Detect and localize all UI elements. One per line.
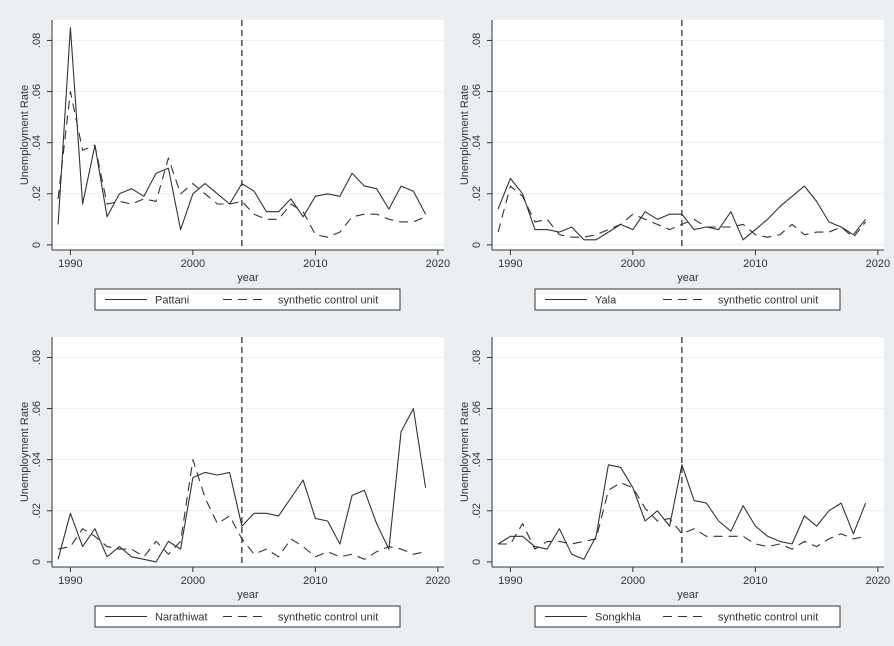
- chart-panel-4: 0 .02 .04 .06 .08 1990 2000 2010 2020 year Unemplo…: [459, 337, 890, 628]
- y-tick-label: .08: [471, 350, 483, 365]
- y-axis-title: Unemployment Rate: [459, 85, 471, 185]
- y-tick-label: .04: [471, 135, 483, 150]
- x-axis-title: year: [237, 272, 259, 284]
- x-tick-label: 1990: [498, 258, 522, 270]
- y-tick-label: .08: [31, 33, 43, 48]
- y-tick-label: .06: [471, 401, 483, 416]
- plot-area: [492, 20, 884, 250]
- y-tick-label: .04: [31, 135, 43, 150]
- y-tick-label: .08: [31, 350, 43, 365]
- legend-label: synthetic control unit: [718, 295, 818, 307]
- series-line-province: [57, 27, 427, 231]
- x-tick-label: 2000: [621, 575, 645, 587]
- legend: Pattani synthetic control unit: [94, 288, 401, 311]
- x-tick-label: 2010: [743, 575, 767, 587]
- chart-panel-1: 0 .02 .04 .06 .08 1990 2000 2010 2020 year Unemplo…: [19, 20, 450, 311]
- series-line-province: [497, 177, 867, 241]
- y-tick-label: 0: [471, 559, 483, 565]
- series-line-province: [57, 408, 427, 563]
- legend-label: Songkhla: [595, 612, 642, 624]
- y-tick-label: .08: [471, 33, 483, 48]
- legend-box: [534, 605, 841, 628]
- legend-label: synthetic control unit: [718, 612, 818, 624]
- x-tick-label: 2010: [743, 258, 767, 270]
- legend-label: Narathiwat: [155, 612, 208, 624]
- x-tick-label: 1990: [498, 575, 522, 587]
- legend: Narathiwat synthetic control unit: [94, 605, 401, 628]
- chart-panel-2: 0 .02 .04 .06 .08 1990 2000 2010 2020 year Unemplo…: [459, 20, 890, 311]
- x-tick-label: 2000: [621, 258, 645, 270]
- legend-box: [534, 288, 841, 311]
- series-line-synthetic: [57, 91, 426, 238]
- y-tick-label: .02: [31, 503, 43, 518]
- x-tick-label: 2020: [866, 575, 890, 587]
- y-tick-label: 0: [471, 242, 483, 248]
- x-axis-title: year: [677, 272, 699, 284]
- plot-area: [52, 337, 444, 567]
- y-tick-label: .06: [31, 84, 43, 99]
- x-tick-label: 1990: [58, 575, 82, 587]
- x-axis-title: year: [237, 589, 259, 601]
- plot-area: [52, 20, 444, 250]
- legend-box: [94, 605, 401, 628]
- legend-label: Pattani: [155, 295, 189, 307]
- y-tick-label: .06: [471, 84, 483, 99]
- y-tick-label: .06: [31, 401, 43, 416]
- series-line-synthetic: [498, 482, 866, 550]
- series-line-province: [497, 464, 867, 560]
- y-tick-label: .02: [471, 503, 483, 518]
- y-tick-label: .04: [31, 452, 43, 467]
- x-tick-label: 2000: [181, 258, 205, 270]
- y-tick-label: 0: [31, 242, 43, 248]
- legend-label: synthetic control unit: [278, 295, 378, 307]
- series-line-synthetic: [57, 459, 426, 560]
- legend-label: Yala: [595, 295, 617, 307]
- x-tick-label: 2010: [303, 575, 327, 587]
- legend-label: synthetic control unit: [278, 612, 378, 624]
- y-tick-label: 0: [31, 559, 43, 565]
- x-tick-label: 2000: [181, 575, 205, 587]
- x-tick-label: 2020: [866, 258, 890, 270]
- x-axis-title: year: [677, 589, 699, 601]
- y-tick-label: .02: [31, 186, 43, 201]
- y-tick-label: .02: [471, 186, 483, 201]
- y-axis-title: Unemployment Rate: [459, 402, 471, 502]
- x-tick-label: 2020: [426, 575, 450, 587]
- y-tick-label: .04: [471, 452, 483, 467]
- chart-panel-3: 0 .02 .04 .06 .08 1990 2000 2010 2020 year Unemplo…: [19, 337, 450, 628]
- legend: Songkhla synthetic control unit: [534, 605, 841, 628]
- series-line-synthetic: [497, 185, 867, 238]
- legend-box: [94, 288, 401, 311]
- y-axis-title: Unemployment Rate: [19, 85, 31, 185]
- x-tick-label: 1990: [58, 258, 82, 270]
- plot-area: [492, 337, 884, 567]
- y-axis-title: Unemployment Rate: [19, 402, 31, 502]
- legend: Yala synthetic control unit: [534, 288, 841, 311]
- x-tick-label: 2020: [426, 258, 450, 270]
- x-tick-label: 2010: [303, 258, 327, 270]
